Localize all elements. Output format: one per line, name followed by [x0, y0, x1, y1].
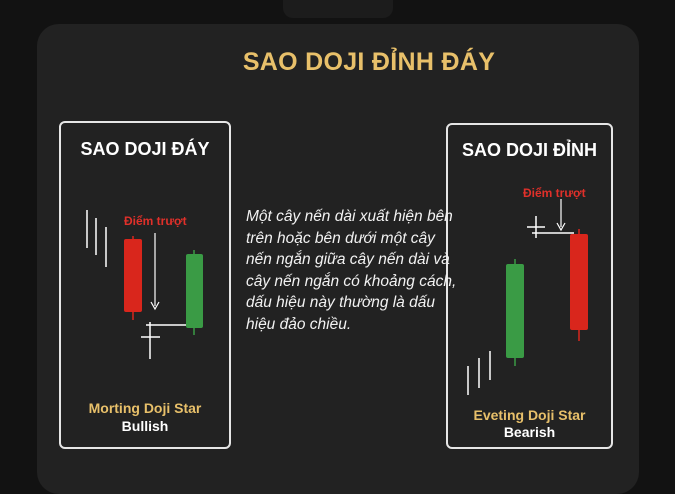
pattern-type: Bullish: [121, 418, 169, 434]
right-doji-candle: [527, 216, 574, 238]
pattern-name: Eveting Doji Star: [473, 407, 586, 423]
pattern-description: Một cây nến dài xuất hiện bên trên hoặc …: [246, 208, 457, 333]
right-bearish-candle: [570, 229, 588, 341]
right-uptrend-ticks: [467, 351, 491, 395]
left-downtrend-ticks: [86, 210, 107, 267]
pattern-type: Bearish: [503, 424, 556, 440]
evening-doji-star-panel: SAO DOJI ĐỈNH Eveting Doji Star Bearish: [446, 123, 613, 449]
right-bullish-candle: [506, 259, 524, 366]
top-decoration: [283, 0, 393, 18]
left-bearish-candle: [124, 236, 142, 320]
candlestick-illustrations: Điểm trượt Điểm trượt: [86, 186, 588, 395]
page-title: SAO DOJI ĐỈNH ĐÁY: [242, 48, 496, 76]
left-gap-label: Điểm trượt: [124, 214, 187, 228]
right-gap-arrow-icon: [556, 199, 566, 232]
panel-heading: SAO DOJI ĐÁY: [80, 139, 210, 159]
left-bullish-candle: [186, 250, 203, 335]
panel-heading: SAO DOJI ĐỈNH: [461, 140, 598, 160]
left-doji-candle: [141, 322, 186, 359]
left-gap-arrow-icon: [150, 233, 160, 311]
pattern-name: Morting Doji Star: [88, 400, 202, 416]
right-gap-label: Điểm trượt: [523, 186, 586, 200]
morning-doji-star-panel: SAO DOJI ĐÁY Morting Doji Star Bullish: [59, 121, 231, 449]
